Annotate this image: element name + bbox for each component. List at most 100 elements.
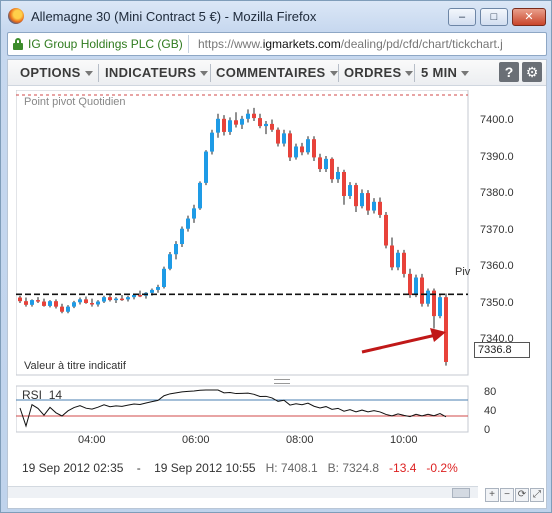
pivot-short-label: Piv xyxy=(455,266,471,278)
expand-button[interactable]: ⤢ xyxy=(530,488,544,502)
site-identity[interactable]: IG Group Holdings PLC (GB) xyxy=(28,37,183,51)
candle-body xyxy=(222,118,226,132)
zoom-out-button[interactable]: − xyxy=(500,488,514,502)
high-value: H: 7408.1 xyxy=(265,461,318,475)
current-price-badge: 7336.8 xyxy=(474,342,530,358)
price-tick: 7400.0 xyxy=(480,114,514,126)
candle-body xyxy=(390,245,394,268)
candle-body xyxy=(120,298,124,301)
candle-body xyxy=(240,118,244,125)
candle-body xyxy=(96,301,100,305)
title-bar[interactable]: Allemagne 30 (Mini Contract 5 €) - Mozil… xyxy=(1,1,551,31)
candle-body xyxy=(342,171,346,196)
menu-indicateurs[interactable]: INDICATEURS xyxy=(105,65,209,80)
price-tick: 7350.0 xyxy=(480,297,514,309)
chevron-down-icon xyxy=(461,71,470,77)
toolbar-divider xyxy=(414,64,415,82)
time-tick: 06:00 xyxy=(182,434,210,446)
candle-body xyxy=(348,185,352,196)
candle-body xyxy=(270,123,274,130)
candle-body xyxy=(162,268,166,287)
candle-body xyxy=(36,300,40,302)
menu-interval[interactable]: 5 MIN xyxy=(421,65,470,80)
candle-body xyxy=(402,252,406,274)
candle-body xyxy=(54,301,58,307)
candle-body xyxy=(186,218,190,229)
price-tick: 7370.0 xyxy=(480,224,514,236)
candle-body xyxy=(150,289,154,293)
candle-body xyxy=(30,300,34,305)
close-button[interactable]: ✕ xyxy=(512,8,546,26)
candle-body xyxy=(126,297,130,300)
time-tick: 04:00 xyxy=(78,434,106,446)
chart-nav-buttons: + − ⟳ ⤢ xyxy=(484,484,544,502)
candle-body xyxy=(18,297,22,302)
chevron-down-icon xyxy=(405,71,414,77)
firefox-logo-icon xyxy=(8,8,24,24)
low-value: B: 7324.8 xyxy=(327,461,380,475)
candle-body xyxy=(384,214,388,246)
toolbar-divider xyxy=(98,64,99,82)
chart-canvas[interactable] xyxy=(16,90,536,490)
rsi-label: RSI 14 xyxy=(22,388,63,402)
candle-body xyxy=(288,133,292,158)
zoom-in-button[interactable]: + xyxy=(485,488,499,502)
menu-ordres[interactable]: ORDRES xyxy=(344,65,414,80)
date-dash: - xyxy=(136,461,141,475)
annotation-arrow-shaft xyxy=(361,333,437,354)
help-button[interactable]: ? xyxy=(499,62,519,82)
minimize-button[interactable]: – xyxy=(448,8,476,26)
pane-resize-handle[interactable] xyxy=(274,379,290,384)
candle-body xyxy=(438,297,442,317)
candle-body xyxy=(414,277,418,295)
url-text[interactable]: https://www.igmarkets.com/dealing/pd/cfd… xyxy=(198,37,503,51)
candle-body xyxy=(90,303,94,305)
chevron-down-icon xyxy=(84,71,93,77)
price-chart[interactable]: Point pivot Quotidien Piv Valeur à titre… xyxy=(16,90,536,504)
candle-body xyxy=(444,297,448,362)
candle-body xyxy=(78,299,82,303)
chart-status-bar: 19 Sep 2012 02:35 - 19 Sep 2012 10:55 H:… xyxy=(22,461,458,475)
candle-body xyxy=(246,113,250,119)
candle-body xyxy=(102,297,106,302)
menu-commentaires[interactable]: COMMENTAIRES xyxy=(216,65,338,80)
pivot-label: Point pivot Quotidien xyxy=(24,96,126,108)
chevron-down-icon xyxy=(200,71,209,77)
settings-button[interactable]: ⚙ xyxy=(522,62,542,82)
rsi-tick: 80 xyxy=(484,386,497,398)
candle-body xyxy=(174,244,178,255)
candle-body xyxy=(282,133,286,144)
candle-body xyxy=(204,151,208,183)
candle-body xyxy=(216,118,220,133)
scrollbar-thumb[interactable] xyxy=(452,488,470,498)
candle-body xyxy=(330,158,334,180)
menu-options[interactable]: OPTIONS xyxy=(20,65,93,80)
chevron-down-icon xyxy=(329,71,338,77)
change-value: -13.4 xyxy=(389,461,417,475)
chart-toolbar: OPTIONS INDICATEURS COMMENTAIRES ORDRES … xyxy=(8,60,546,86)
candle-body xyxy=(132,294,136,298)
maximize-button[interactable]: □ xyxy=(480,8,508,26)
price-tick: 7360.0 xyxy=(480,260,514,272)
horizontal-scrollbar[interactable] xyxy=(8,486,478,498)
candle-body xyxy=(372,201,376,211)
candle-body xyxy=(24,301,28,305)
rsi-line xyxy=(19,389,447,428)
reset-button[interactable]: ⟳ xyxy=(515,488,529,502)
address-bar[interactable]: IG Group Holdings PLC (GB) https://www.i… xyxy=(7,32,547,56)
rsi-tick: 40 xyxy=(484,405,497,417)
main-pane-frame xyxy=(16,90,469,376)
candle-body xyxy=(426,290,430,304)
candle-body xyxy=(258,118,262,127)
window-title: Allemagne 30 (Mini Contract 5 €) - Mozil… xyxy=(31,9,317,24)
candle-body xyxy=(138,294,142,297)
candle-body xyxy=(408,273,412,295)
url-separator xyxy=(188,35,189,53)
candle-body xyxy=(42,301,46,306)
chart-app: OPTIONS INDICATEURS COMMENTAIRES ORDRES … xyxy=(7,59,547,509)
annotation-arrowhead xyxy=(430,328,446,342)
candle-body xyxy=(234,120,238,125)
candle-body xyxy=(114,298,118,301)
candle-body xyxy=(66,306,70,312)
